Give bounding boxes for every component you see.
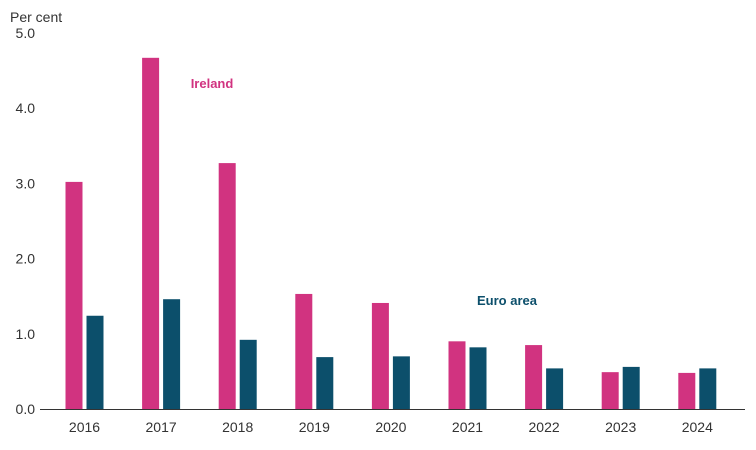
x-tick-label: 2023 xyxy=(605,419,636,435)
series-label-euro-area: Euro area xyxy=(477,293,538,308)
bar-euro-area-2016 xyxy=(86,315,104,409)
bar-ireland-2021 xyxy=(448,341,466,409)
y-tick-label: 3.0 xyxy=(16,175,36,191)
bar-euro-area-2019 xyxy=(316,357,334,409)
y-axis-title: Per cent xyxy=(10,9,62,25)
y-tick-label: 5.0 xyxy=(16,25,36,41)
bars xyxy=(65,57,717,409)
y-tick-label: 0.0 xyxy=(16,401,36,417)
x-tick-label: 2017 xyxy=(146,419,177,435)
x-tick-label: 2022 xyxy=(529,419,560,435)
x-tick-label: 2020 xyxy=(375,419,406,435)
bar-ireland-2017 xyxy=(142,57,160,409)
x-tick-label: 2016 xyxy=(69,419,100,435)
y-tick-label: 1.0 xyxy=(16,326,36,342)
x-axis-ticks: 2016 2017 2018 2019 2020 2021 2022 2023 2024 xyxy=(69,419,713,435)
bar-euro-area-2021 xyxy=(469,347,487,409)
x-tick-label: 2019 xyxy=(299,419,330,435)
y-tick-label: 4.0 xyxy=(16,100,36,116)
y-axis-ticks: 0.0 1.0 2.0 3.0 4.0 5.0 xyxy=(16,25,36,417)
bar-ireland-2020 xyxy=(371,302,389,409)
bar-ireland-2016 xyxy=(65,181,83,409)
bar-ireland-2024 xyxy=(678,372,696,409)
bar-euro-area-2018 xyxy=(239,339,257,409)
x-tick-label: 2024 xyxy=(682,419,713,435)
bar-ireland-2018 xyxy=(218,163,236,409)
bar-euro-area-2022 xyxy=(546,368,564,409)
y-tick-label: 2.0 xyxy=(16,251,36,267)
bar-ireland-2023 xyxy=(601,372,619,409)
bar-ireland-2022 xyxy=(525,345,543,409)
bar-euro-area-2017 xyxy=(163,299,181,409)
bar-euro-area-2020 xyxy=(392,356,410,409)
series-label-ireland: Ireland xyxy=(191,76,234,91)
bar-euro-area-2024 xyxy=(699,368,717,409)
x-tick-label: 2021 xyxy=(452,419,483,435)
bar-euro-area-2023 xyxy=(622,366,640,409)
bar-ireland-2019 xyxy=(295,293,313,409)
x-tick-label: 2018 xyxy=(222,419,253,435)
